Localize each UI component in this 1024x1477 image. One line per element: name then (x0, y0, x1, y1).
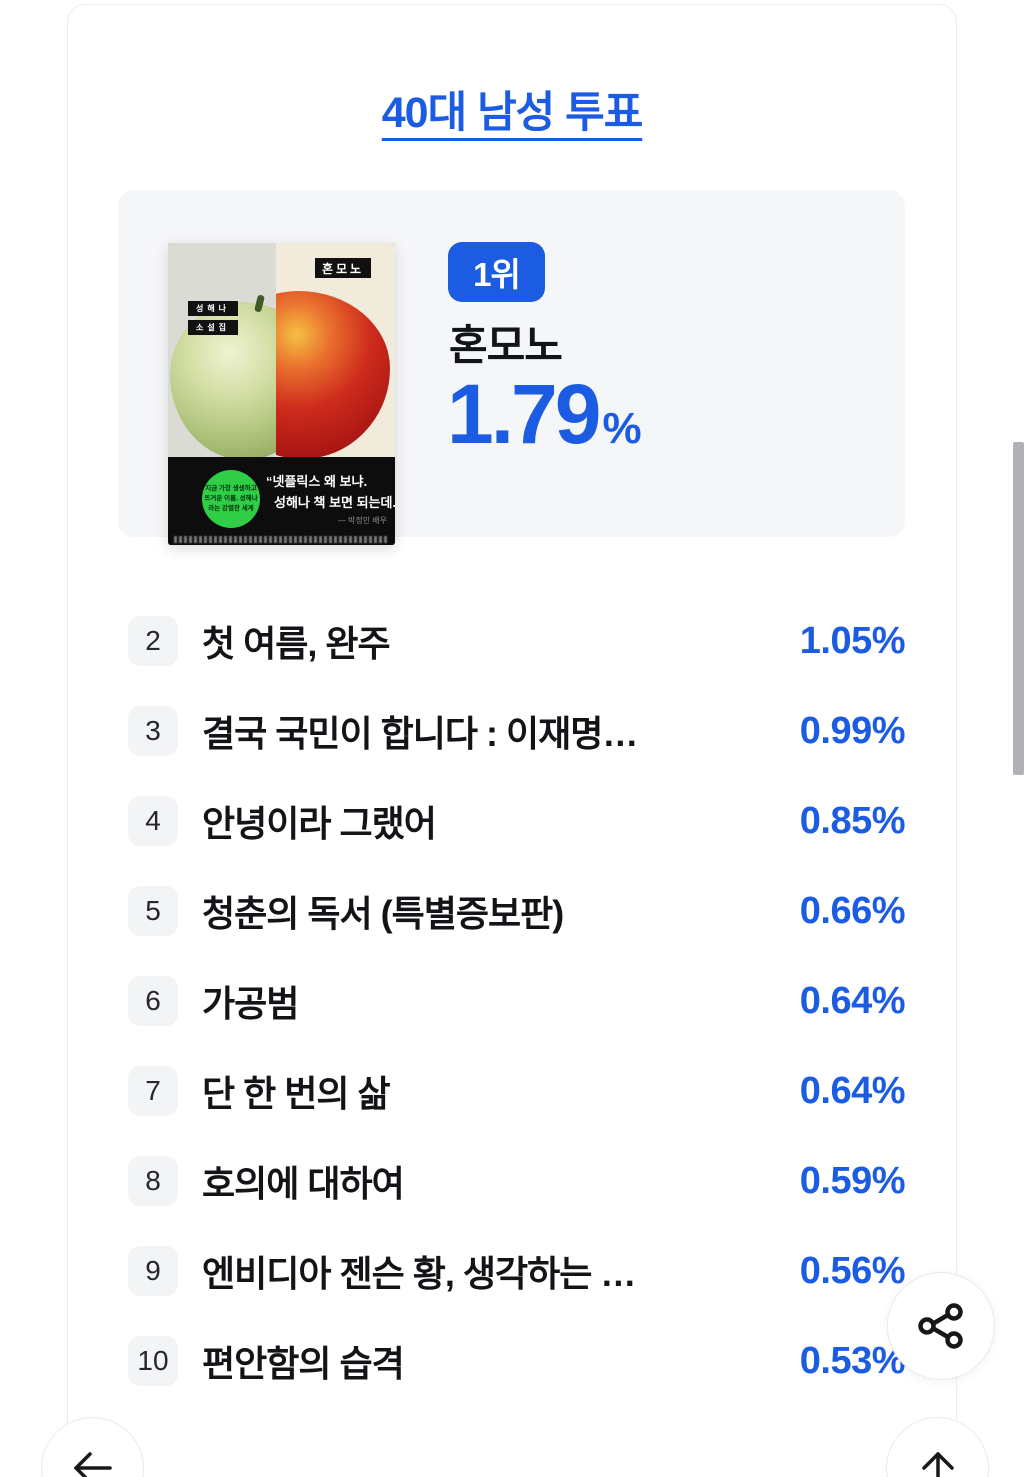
cover-quote-line1: “넷플릭스 왜 보냐. (266, 474, 368, 489)
cover-bottom-band: 지금 가장 생생하고 뜨거운 이름, 성해나라는 강렬한 세계 “넷플릭스 왜 … (168, 457, 395, 545)
share-icon (918, 1303, 963, 1349)
book-cover-art: 혼모노 성해나 소설집 (168, 243, 395, 457)
cover-quote-attribution: — 박정민 배우 (337, 516, 387, 525)
rank-1-book-title: 혼모노 (449, 322, 563, 369)
book-title: 엔비디아 젠슨 황, 생각하는 … (202, 1253, 636, 1294)
rank-1-percent-unit: % (602, 404, 642, 453)
cover-author-text: 성해나 (188, 301, 238, 316)
book-title: 호의에 대하여 (202, 1163, 405, 1204)
rank-number-chip: 7 (128, 1066, 178, 1116)
rank-1-percent: 1.79 % (447, 372, 642, 456)
rank-number-chip: 3 (128, 706, 178, 756)
ranking-list: 2 첫 여름, 완주 1.05% 3 결국 국민이 합니다 : 이재명… 0.9… (128, 616, 906, 1426)
rank-number-chip: 4 (128, 796, 178, 846)
cover-left-half (168, 243, 276, 457)
share-button[interactable] (887, 1272, 995, 1380)
cover-title-text: 혼모노 (315, 258, 371, 278)
book-title: 첫 여름, 완주 (202, 623, 391, 664)
vote-percent: 0.64% (799, 1069, 906, 1112)
book-title: 단 한 번의 삶 (202, 1073, 391, 1114)
ranking-row-5[interactable]: 5 청춘의 독서 (특별증보판) 0.66% (128, 886, 906, 936)
rank-number-chip: 5 (128, 886, 178, 936)
book-title: 청춘의 독서 (특별증보판) (202, 893, 564, 934)
rank-number-chip: 9 (128, 1246, 178, 1296)
book-cover-image: 혼모노 성해나 소설집 지금 가장 생생하고 뜨거운 이름, 성해나라는 강렬한… (168, 243, 395, 545)
vote-percent: 0.56% (799, 1249, 906, 1292)
cover-quote: “넷플릭스 왜 보냐. 성해나 책 보면 되는데.” (266, 472, 395, 514)
rank-number-chip: 6 (128, 976, 178, 1026)
cover-green-sticker: 지금 가장 생생하고 뜨거운 이름, 성해나라는 강렬한 세계 (202, 470, 260, 528)
cover-subtitle-text: 소설집 (188, 320, 238, 335)
rank-number-chip: 2 (128, 616, 178, 666)
vote-percent: 0.66% (799, 889, 906, 932)
rank-number-chip: 10 (128, 1336, 178, 1386)
rank-number-chip: 8 (128, 1156, 178, 1206)
ranking-row-10[interactable]: 10 편안함의 습격 0.53% (128, 1336, 906, 1386)
ranking-row-4[interactable]: 4 안녕이라 그랬어 0.85% (128, 796, 906, 846)
vote-percent: 0.53% (799, 1339, 906, 1382)
red-apple-graphic (276, 291, 390, 457)
vote-percent: 0.64% (799, 979, 906, 1022)
book-title: 결국 국민이 합니다 : 이재명… (202, 713, 638, 754)
ranking-row-2[interactable]: 2 첫 여름, 완주 1.05% (128, 616, 906, 666)
rank-1-percent-value: 1.79 (447, 367, 601, 461)
ranking-row-6[interactable]: 6 가공범 0.64% (128, 976, 906, 1026)
ranking-row-9[interactable]: 9 엔비디아 젠슨 황, 생각하는 … 0.56% (128, 1246, 906, 1296)
vote-percent: 1.05% (799, 619, 906, 662)
rank-1-hero-card[interactable]: 혼모노 성해나 소설집 지금 가장 생생하고 뜨거운 이름, 성해나라는 강렬한… (118, 190, 905, 545)
cover-right-half (276, 243, 395, 457)
book-title: 가공범 (202, 983, 299, 1024)
vote-percent: 0.85% (799, 799, 906, 842)
cover-quote-line2: 성해나 책 보면 되는데.” (274, 494, 395, 510)
cover-fineprint-blur (174, 536, 389, 543)
vote-percent: 0.99% (799, 709, 906, 752)
ranking-row-8[interactable]: 8 호의에 대하여 0.59% (128, 1156, 906, 1206)
ranking-row-7[interactable]: 7 단 한 번의 삶 0.64% (128, 1066, 906, 1116)
ranking-row-3[interactable]: 3 결국 국민이 합니다 : 이재명… 0.99% (128, 706, 906, 756)
rank-1-badge: 1위 (448, 242, 545, 302)
book-title: 안녕이라 그랬어 (202, 803, 437, 844)
book-title: 편안함의 습격 (202, 1343, 405, 1384)
vote-percent: 0.59% (799, 1159, 906, 1202)
scrollbar-thumb[interactable] (1013, 442, 1024, 775)
arrow-up-icon (921, 1452, 954, 1477)
page-title-link[interactable]: 40대 남성 투표 (381, 89, 644, 137)
arrow-left-icon (73, 1452, 112, 1477)
